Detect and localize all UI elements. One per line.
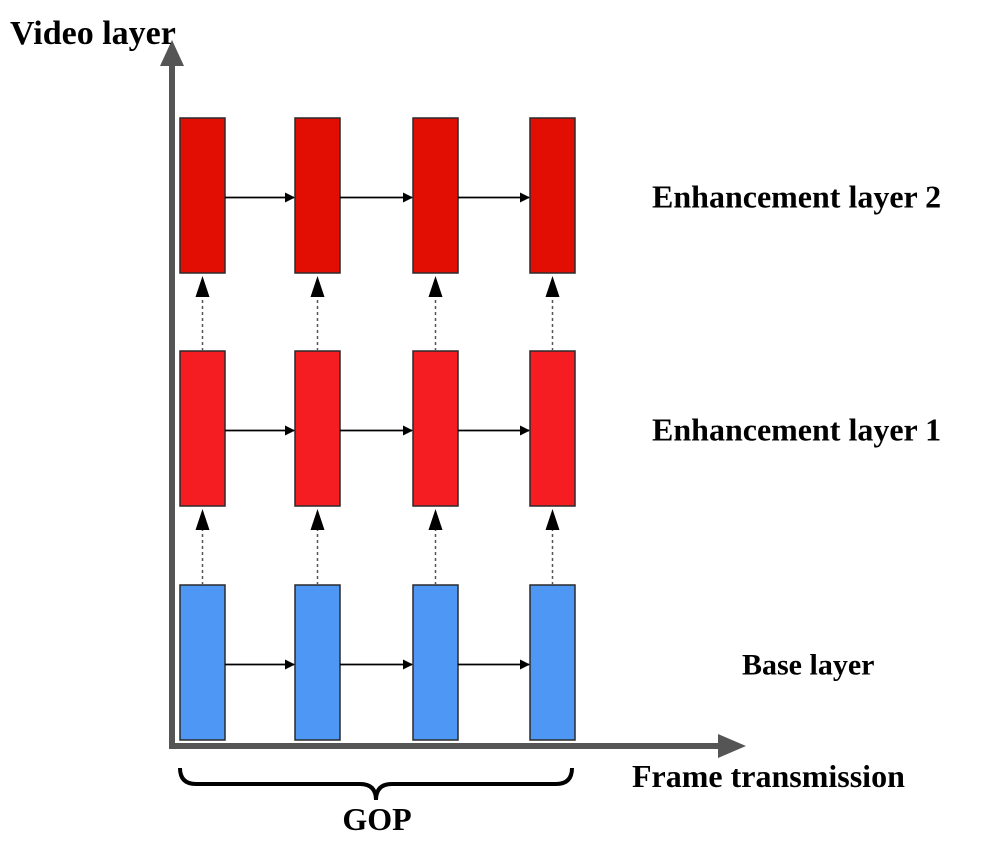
base-layer-frame-1	[179, 584, 226, 741]
inter-layer-arrowhead	[428, 276, 443, 297]
enhancement-layer-2-label: Enhancement layer 2	[652, 179, 941, 215]
base-layer-label: Base layer	[742, 649, 874, 682]
y-axis-arrowhead	[160, 40, 184, 66]
x-axis-label: Frame transmission	[632, 758, 905, 794]
inter-layer-arrowhead	[428, 509, 443, 530]
enhancement-layer-1-frame-4	[529, 350, 576, 507]
gop-brace	[178, 767, 574, 801]
gop-label: GOP	[342, 801, 411, 837]
enhancement-layer-2-frame-1	[179, 117, 226, 274]
inter-layer-arrowhead	[545, 509, 560, 530]
base-layer-frame-2	[294, 584, 341, 741]
layer-grid: Enhancement layer 2 Enhancement layer 1 Ba…	[179, 117, 941, 741]
inter-layer-arrowhead	[310, 276, 325, 297]
inter-layer-arrowhead	[195, 276, 210, 297]
enhancement-layer-1-frame-3	[412, 350, 459, 507]
inter-layer-arrowhead	[195, 509, 210, 530]
enhancement-layer-1-frame-1	[179, 350, 226, 507]
y-axis-label: Video layer	[10, 15, 176, 52]
inter-layer-arrowhead	[545, 276, 560, 297]
base-layer-frame-4	[529, 584, 576, 741]
inter-layer-arrowhead	[310, 509, 325, 530]
enhancement-layer-2-frame-3	[412, 117, 459, 274]
base-layer-frame-3	[412, 584, 459, 741]
enhancement-layer-1-label: Enhancement layer 1	[652, 412, 941, 448]
enhancement-layer-2-frame-4	[529, 117, 576, 274]
enhancement-layer-2-frame-2	[294, 117, 341, 274]
x-axis-arrowhead	[718, 734, 746, 758]
enhancement-layer-1-frame-2	[294, 350, 341, 507]
